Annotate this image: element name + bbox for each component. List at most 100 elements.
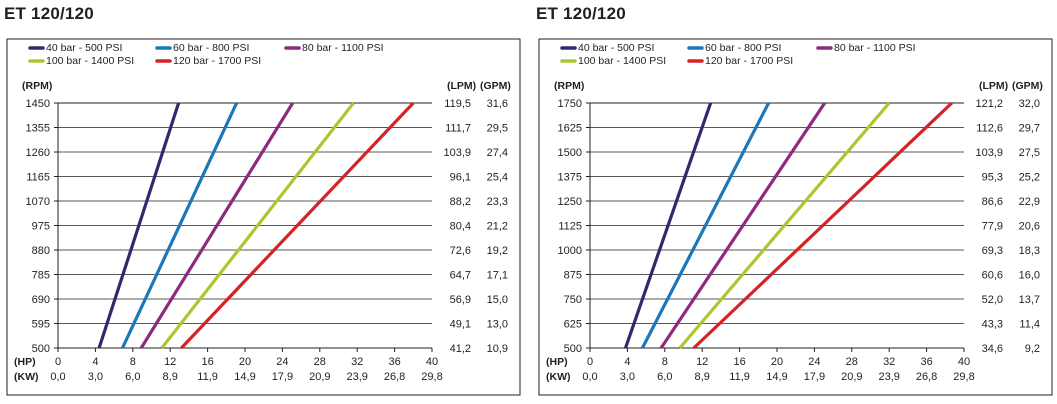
lpm-value: 41,2 bbox=[450, 343, 471, 355]
gpm-value: 19,2 bbox=[487, 245, 508, 257]
hp-tick-label: 32 bbox=[351, 356, 363, 368]
kw-tick-label: 29,8 bbox=[953, 371, 974, 383]
hp-tick-label: 0 bbox=[55, 356, 61, 368]
lpm-value: 103,9 bbox=[975, 147, 1003, 159]
y-tick-label: 500 bbox=[32, 343, 50, 355]
hp-tick-label: 12 bbox=[696, 356, 708, 368]
series-line bbox=[160, 102, 355, 349]
kw-tick-label: 6,0 bbox=[657, 371, 672, 383]
x-axis-label-kw: (KW) bbox=[14, 371, 39, 383]
kw-tick-label: 0,0 bbox=[50, 371, 65, 383]
lpm-value: 88,2 bbox=[450, 196, 471, 208]
hp-tick-label: 20 bbox=[239, 356, 251, 368]
lpm-value: 80,4 bbox=[450, 221, 471, 233]
series-line bbox=[678, 101, 891, 350]
y-tick-label: 1260 bbox=[26, 147, 50, 159]
y-tick-label: 690 bbox=[32, 294, 50, 306]
kw-tick-label: 20,9 bbox=[841, 371, 862, 383]
gpm-value: 10,9 bbox=[487, 343, 508, 355]
y-tick-label: 1070 bbox=[26, 196, 50, 208]
lpm-header: (LPM) bbox=[447, 80, 476, 92]
hp-tick-label: 36 bbox=[920, 356, 932, 368]
kw-tick-label: 14,9 bbox=[234, 371, 255, 383]
lpm-value: 119,5 bbox=[444, 98, 471, 110]
lpm-value: 121,2 bbox=[975, 98, 1003, 110]
gpm-value: 32,0 bbox=[1019, 98, 1040, 110]
chart-title: ET 120/120 bbox=[4, 4, 94, 23]
kw-tick-label: 26,8 bbox=[916, 371, 937, 383]
gpm-header: (GPM) bbox=[1012, 80, 1043, 92]
hp-tick-label: 8 bbox=[662, 356, 668, 368]
hp-tick-label: 4 bbox=[624, 356, 630, 368]
lpm-value: 72,6 bbox=[450, 245, 471, 257]
hp-tick-label: 36 bbox=[388, 356, 400, 368]
y-tick-label: 1450 bbox=[26, 98, 50, 110]
series-line bbox=[640, 102, 771, 349]
legend-label: 80 bar - 1100 PSI bbox=[834, 42, 916, 54]
gpm-value: 27,5 bbox=[1019, 147, 1040, 159]
series-line bbox=[623, 102, 713, 349]
gpm-value: 9,2 bbox=[1025, 343, 1040, 355]
legend-label: 100 bar - 1400 PSI bbox=[46, 55, 134, 67]
legend-label: 120 bar - 1700 PSI bbox=[705, 55, 793, 67]
lpm-value: 103,9 bbox=[443, 147, 471, 159]
lpm-value: 77,9 bbox=[982, 221, 1003, 233]
chart-svg-left: 40 bar - 500 PSI 60 bar - 800 PSI 80 bar -… bbox=[6, 38, 521, 396]
lpm-value: 49,1 bbox=[450, 319, 471, 331]
legend-label: 80 bar - 1100 PSI bbox=[302, 42, 384, 54]
gpm-value: 22,9 bbox=[1019, 196, 1040, 208]
legend-label: 40 bar - 500 PSI bbox=[578, 42, 654, 54]
gpm-value: 17,1 bbox=[487, 270, 508, 282]
lpm-value: 60,6 bbox=[982, 270, 1003, 282]
kw-tick-label: 3,0 bbox=[620, 371, 635, 383]
y-tick-label: 1000 bbox=[558, 245, 582, 257]
kw-tick-label: 11,9 bbox=[197, 371, 218, 383]
lpm-value: 34,6 bbox=[982, 343, 1003, 355]
y-tick-label: 1750 bbox=[558, 98, 582, 110]
y-tick-label: 875 bbox=[564, 270, 582, 282]
legend-label: 60 bar - 800 PSI bbox=[173, 42, 249, 54]
hp-tick-label: 24 bbox=[276, 356, 288, 368]
chart-panel-left: ET 120/120 40 bar - 500 PSI 60 bar - 800 … bbox=[0, 0, 522, 404]
kw-tick-label: 11,9 bbox=[729, 371, 750, 383]
y-tick-label: 750 bbox=[564, 294, 582, 306]
gpm-value: 21,2 bbox=[487, 221, 508, 233]
hp-tick-label: 20 bbox=[771, 356, 783, 368]
kw-tick-label: 20,9 bbox=[309, 371, 330, 383]
hp-tick-label: 16 bbox=[201, 356, 213, 368]
y-tick-label: 1625 bbox=[558, 123, 582, 135]
lpm-value: 69,3 bbox=[982, 245, 1003, 257]
kw-tick-label: 8,9 bbox=[695, 371, 710, 383]
gpm-header: (GPM) bbox=[480, 80, 511, 92]
kw-tick-label: 14,9 bbox=[766, 371, 787, 383]
y-tick-label: 1250 bbox=[558, 196, 582, 208]
kw-tick-label: 26,8 bbox=[384, 371, 405, 383]
gpm-value: 29,7 bbox=[1019, 123, 1040, 135]
gpm-value: 23,3 bbox=[487, 196, 508, 208]
legend-label: 60 bar - 800 PSI bbox=[705, 42, 781, 54]
hp-tick-label: 0 bbox=[587, 356, 593, 368]
y-axis-label: (RPM) bbox=[22, 80, 52, 92]
legend-label: 100 bar - 1400 PSI bbox=[578, 55, 666, 67]
chart-frame bbox=[538, 38, 1053, 396]
hp-tick-label: 28 bbox=[314, 356, 326, 368]
y-tick-label: 1125 bbox=[558, 221, 582, 233]
x-axis-label-hp: (HP) bbox=[546, 356, 568, 368]
hp-tick-label: 40 bbox=[958, 356, 970, 368]
x-axis-label-kw: (KW) bbox=[546, 371, 571, 383]
lpm-value: 56,9 bbox=[450, 294, 471, 306]
y-tick-label: 1165 bbox=[26, 172, 50, 184]
chart-panel-right: ET 120/120 40 bar - 500 PSI 60 bar - 800 … bbox=[532, 0, 1054, 404]
gpm-value: 16,0 bbox=[1019, 270, 1040, 282]
gpm-value: 13,7 bbox=[1019, 294, 1040, 306]
gpm-value: 13,0 bbox=[487, 319, 508, 331]
gpm-value: 27,4 bbox=[487, 147, 508, 159]
gpm-value: 18,3 bbox=[1019, 245, 1040, 257]
y-tick-label: 625 bbox=[564, 319, 582, 331]
kw-tick-label: 17,9 bbox=[804, 371, 825, 383]
lpm-header: (LPM) bbox=[979, 80, 1008, 92]
gpm-value: 25,4 bbox=[487, 172, 508, 184]
gpm-value: 20,6 bbox=[1019, 221, 1040, 233]
kw-tick-label: 0,0 bbox=[582, 371, 597, 383]
hp-tick-label: 24 bbox=[808, 356, 820, 368]
